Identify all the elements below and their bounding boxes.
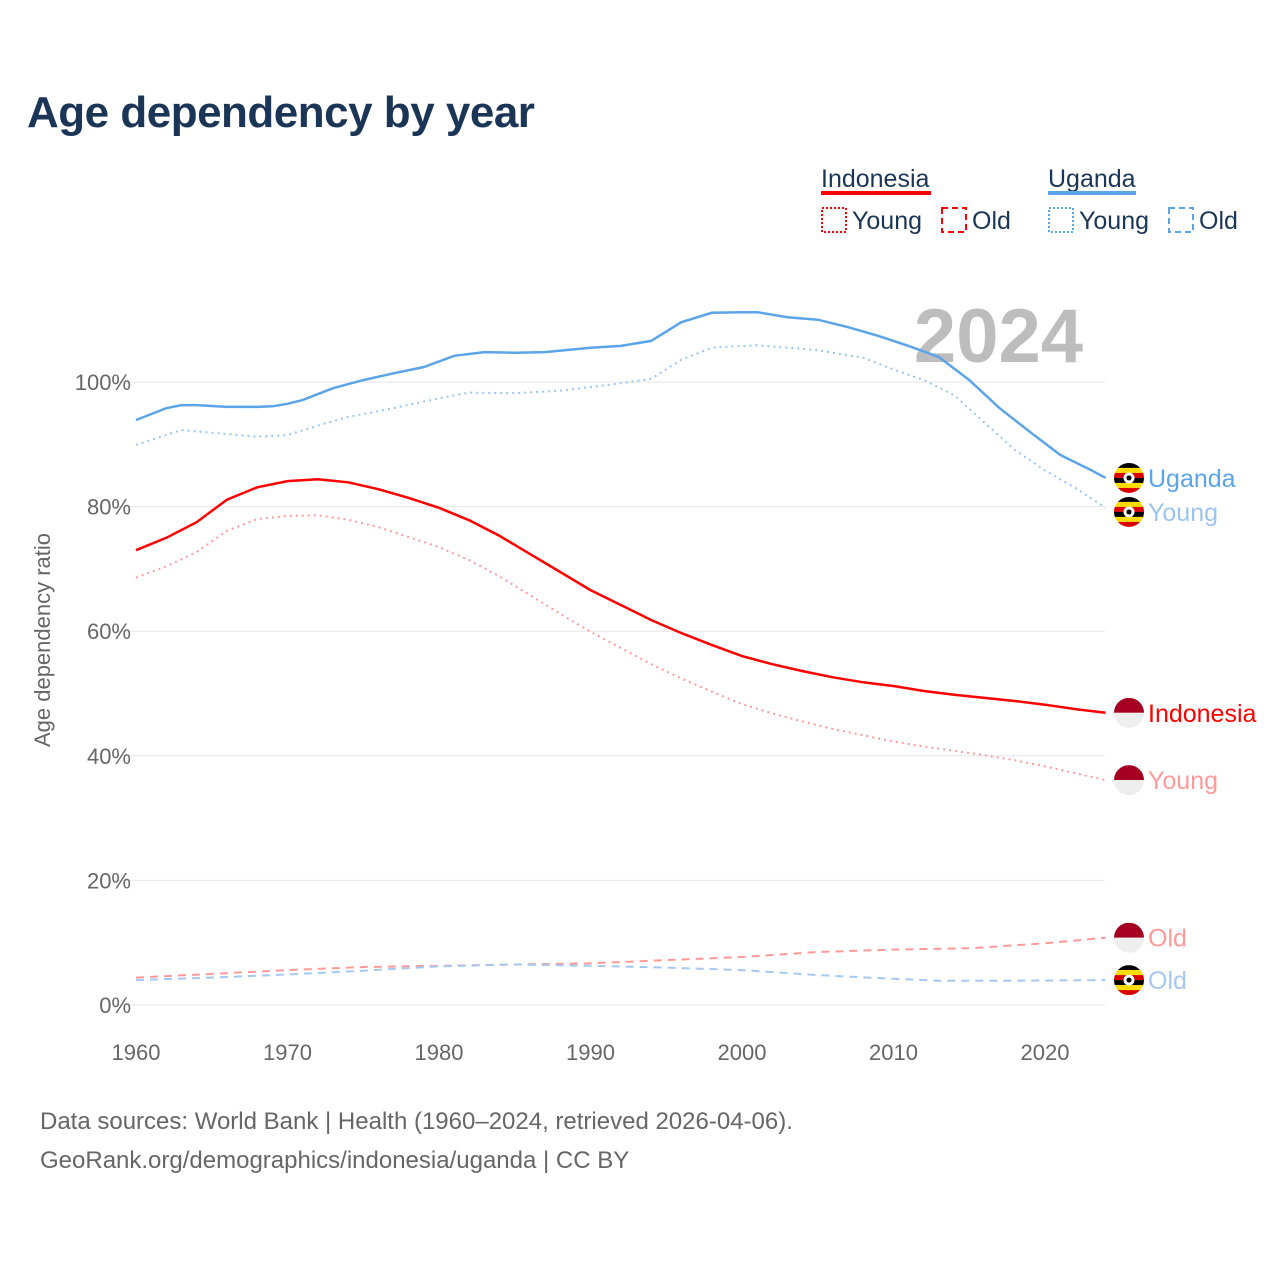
legend-old-label[interactable]: Old	[972, 207, 1011, 235]
end-label: Young	[1148, 499, 1218, 527]
year-label: 2024	[914, 294, 1083, 379]
y-tick-label: 100%	[75, 370, 131, 395]
end-label: Old	[1148, 967, 1187, 995]
legend-young-swatch[interactable]	[1048, 207, 1074, 233]
x-tick-label: 1960	[112, 1040, 161, 1065]
series-line-uganda-young	[135, 344, 1107, 509]
y-tick-label: 80%	[87, 495, 131, 520]
legend-young-swatch[interactable]	[821, 207, 847, 233]
uganda-flag-icon	[1114, 496, 1144, 527]
series-line-uganda-old	[135, 963, 1106, 982]
x-tick-label: 2010	[869, 1040, 918, 1065]
legend-old-swatch[interactable]	[1168, 207, 1194, 233]
x-tick-label: 1990	[566, 1040, 615, 1065]
legend-young-label[interactable]: Young	[852, 207, 922, 235]
end-label: Young	[1148, 767, 1218, 795]
indonesia-flag-icon	[1114, 922, 1144, 953]
indonesia-flag-icon	[1114, 765, 1144, 796]
legend-old-swatch[interactable]	[941, 207, 967, 233]
x-tick-label: 2000	[718, 1040, 767, 1065]
legend-country-indonesia[interactable]: Indonesia	[821, 165, 930, 193]
source-text: Data sources: World Bank | Health (1960–…	[40, 1108, 793, 1135]
series-line-indonesia	[135, 477, 1106, 715]
legend-old-label[interactable]: Old	[1199, 207, 1238, 235]
series-line-indonesia-young	[135, 514, 1106, 782]
y-tick-label: 20%	[87, 868, 131, 893]
indonesia-flag-icon	[1114, 697, 1144, 728]
x-tick-label: 2020	[1021, 1040, 1070, 1065]
legend-young-label[interactable]: Young	[1079, 207, 1149, 235]
legend-swatch	[821, 191, 931, 195]
y-tick-label: 40%	[87, 744, 131, 769]
x-tick-label: 1970	[263, 1040, 312, 1065]
series-line-indonesia-old	[135, 936, 1106, 979]
source-link[interactable]: GeoRank.org/demographics/indonesia/ugand…	[40, 1147, 630, 1174]
uganda-flag-icon	[1114, 965, 1144, 996]
x-tick-label: 1980	[415, 1040, 464, 1065]
end-label: Uganda	[1148, 465, 1236, 493]
end-label: Old	[1148, 925, 1187, 953]
y-tick-label: 0%	[99, 993, 131, 1018]
legend-country-uganda[interactable]: Uganda	[1048, 165, 1136, 193]
chart-title: Age dependency by year	[27, 88, 535, 137]
uganda-flag-icon	[1114, 462, 1144, 493]
y-tick-label: 60%	[87, 619, 131, 644]
y-axis-label: Age dependency ratio	[30, 533, 55, 747]
series-line-uganda	[135, 310, 1107, 480]
legend-swatch	[1048, 191, 1136, 195]
end-label: Indonesia	[1148, 700, 1257, 728]
